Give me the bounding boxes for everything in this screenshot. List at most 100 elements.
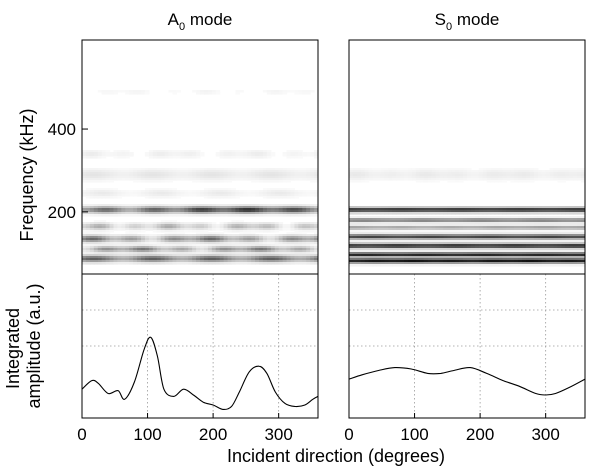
heatmap-cell bbox=[152, 260, 158, 263]
heatmap-cell bbox=[82, 228, 87, 231]
heatmap-cell bbox=[526, 250, 531, 253]
heatmap-cell bbox=[368, 248, 374, 251]
heatmap-cell bbox=[372, 238, 378, 241]
heatmap-cell bbox=[109, 260, 115, 263]
heatmap-cell bbox=[522, 210, 527, 213]
heatmap-cell bbox=[152, 256, 158, 259]
heatmap-cell bbox=[215, 196, 221, 199]
heatmap-cell bbox=[396, 172, 401, 175]
heatmap-cell bbox=[219, 152, 225, 155]
heatmap-cell bbox=[577, 226, 582, 229]
heatmap-cell bbox=[494, 228, 500, 231]
heatmap-cell bbox=[310, 228, 315, 231]
heatmap-cell bbox=[141, 176, 146, 179]
heatmap-cell bbox=[93, 262, 99, 265]
heatmap-cell bbox=[404, 252, 409, 255]
heatmap-cell bbox=[553, 248, 559, 251]
heatmap-cell bbox=[282, 248, 288, 251]
heatmap-cell bbox=[176, 226, 181, 229]
heatmap-cell bbox=[541, 236, 547, 239]
heatmap-cell bbox=[490, 208, 496, 211]
heatmap-cell bbox=[384, 178, 389, 181]
heatmap-cell bbox=[360, 230, 366, 233]
heatmap-cell bbox=[160, 212, 166, 215]
heatmap-cell bbox=[502, 232, 507, 235]
heatmap-cell bbox=[89, 222, 95, 225]
heatmap-cell bbox=[148, 226, 154, 229]
heatmap-cell bbox=[431, 244, 437, 247]
heatmap-cell bbox=[419, 208, 425, 211]
heatmap-cell bbox=[463, 244, 468, 247]
heatmap-cell bbox=[510, 242, 515, 245]
heatmap-cell bbox=[549, 262, 555, 265]
heatmap-cell bbox=[121, 250, 126, 253]
heatmap-cell bbox=[294, 236, 299, 239]
heatmap-cell bbox=[172, 254, 177, 257]
heatmap-cell bbox=[200, 256, 205, 259]
heatmap-cell bbox=[474, 236, 480, 239]
heatmap-cell bbox=[180, 236, 185, 239]
heatmap-cell bbox=[243, 190, 248, 193]
heatmap-cell bbox=[557, 230, 562, 233]
heatmap-cell bbox=[352, 206, 358, 209]
heatmap-cell bbox=[526, 216, 531, 219]
heatmap-cell bbox=[274, 212, 280, 215]
heatmap-cell bbox=[349, 246, 354, 249]
heatmap-cell bbox=[451, 208, 456, 211]
heatmap-cell bbox=[557, 180, 562, 183]
heatmap-cell bbox=[506, 240, 511, 243]
heatmap-cell bbox=[561, 172, 566, 175]
heatmap-cell bbox=[498, 256, 503, 259]
heatmap-cell bbox=[541, 246, 547, 249]
heatmap-cell bbox=[215, 152, 221, 155]
heatmap-cell bbox=[439, 260, 444, 263]
heatmap-cell bbox=[455, 260, 460, 263]
heatmap-cell bbox=[274, 180, 280, 183]
heatmap-cell bbox=[223, 228, 229, 231]
heatmap-cell bbox=[470, 170, 476, 173]
heatmap-cell bbox=[415, 252, 421, 255]
heatmap-cell bbox=[314, 208, 318, 211]
heatmap-cell bbox=[196, 150, 201, 153]
heatmap-cell bbox=[498, 246, 503, 249]
heatmap-cell bbox=[211, 244, 217, 247]
heatmap-cell bbox=[522, 178, 527, 181]
heatmap-cell bbox=[435, 222, 441, 225]
heatmap-cell bbox=[109, 172, 115, 175]
heatmap-cell bbox=[117, 152, 122, 155]
heatmap-cell bbox=[109, 228, 115, 231]
heatmap-cell bbox=[243, 256, 248, 259]
heatmap-cell bbox=[97, 196, 103, 199]
heatmap-cell bbox=[160, 152, 166, 155]
heatmap-cell bbox=[537, 258, 543, 261]
heatmap-cell bbox=[486, 222, 492, 225]
heatmap-cell bbox=[129, 232, 134, 235]
heatmap-cell bbox=[396, 212, 401, 215]
heatmap-cell bbox=[408, 246, 413, 249]
heatmap-cell bbox=[286, 190, 292, 193]
heatmap-cell bbox=[266, 180, 272, 183]
heatmap-cell bbox=[415, 218, 421, 221]
heatmap-cell bbox=[200, 222, 205, 225]
heatmap-cell bbox=[431, 226, 437, 229]
heatmap-cell bbox=[282, 258, 288, 261]
heatmap-cell bbox=[243, 258, 248, 261]
heatmap-cell bbox=[270, 206, 276, 209]
heatmap-cell bbox=[502, 262, 507, 265]
heatmap-cell bbox=[478, 174, 484, 177]
heatmap-cell bbox=[125, 208, 130, 211]
heatmap-cell bbox=[148, 188, 154, 191]
heatmap-cell bbox=[156, 196, 162, 199]
heatmap-cell bbox=[251, 206, 256, 209]
heatmap-cell bbox=[364, 250, 370, 253]
heatmap-cell bbox=[569, 252, 574, 255]
heatmap-cell bbox=[498, 226, 503, 229]
heatmap-cell bbox=[251, 244, 256, 247]
heatmap-cell bbox=[219, 168, 225, 171]
heatmap-cell bbox=[211, 236, 217, 239]
heatmap-cell bbox=[314, 244, 318, 247]
heatmap-cell bbox=[211, 188, 217, 191]
heatmap-cell bbox=[294, 170, 299, 173]
heatmap-cell bbox=[290, 156, 295, 159]
heatmap-cell bbox=[565, 168, 570, 171]
